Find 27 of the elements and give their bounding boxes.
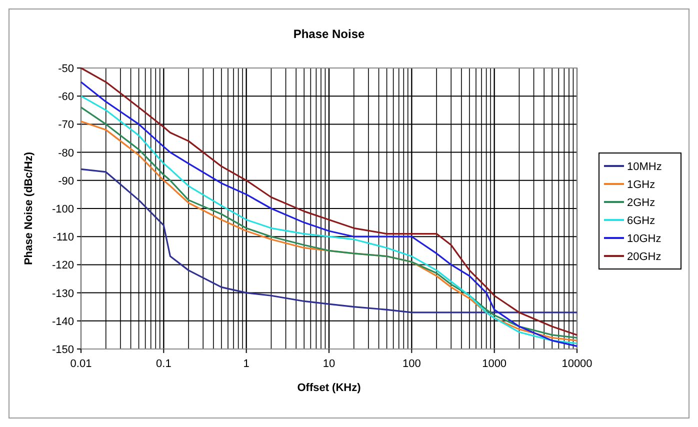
- y-tick-label: -140: [52, 316, 74, 328]
- y-tick-label: -70: [58, 119, 74, 132]
- y-tick-label: -50: [58, 63, 74, 75]
- legend-label: 10GHz: [627, 233, 662, 245]
- y-tick-label: -90: [58, 175, 74, 188]
- y-tick-label: -130: [52, 288, 74, 300]
- chart-title: Phase Noise: [293, 27, 366, 41]
- y-axis-title: Phase Noise (dBc/Hz): [23, 152, 35, 266]
- y-tick-label: -110: [52, 232, 74, 244]
- legend-label: 20GHz: [627, 251, 662, 263]
- x-tick-label: 10: [322, 358, 336, 370]
- y-tick-label: -150: [52, 344, 74, 356]
- y-tick-label: -60: [58, 91, 74, 104]
- x-tick-label: 10000: [562, 358, 592, 370]
- x-tick-label: 100: [402, 358, 421, 370]
- legend-label: 6GHz: [627, 215, 656, 227]
- legend-label: 2GHz: [627, 197, 656, 209]
- x-tick-label: 1000: [482, 358, 507, 370]
- x-axis-title: Offset (KHz): [297, 382, 362, 394]
- legend-label: 10MHz: [627, 161, 662, 173]
- legend-label: 1GHz: [627, 179, 656, 191]
- x-tick-label: 1: [243, 358, 250, 370]
- y-tick-label: -100: [52, 204, 74, 216]
- x-tick-label: 0.01: [70, 358, 92, 370]
- x-tick-label: 0.1: [156, 358, 172, 370]
- y-tick-label: -80: [58, 147, 74, 160]
- y-tick-label: -120: [52, 260, 74, 272]
